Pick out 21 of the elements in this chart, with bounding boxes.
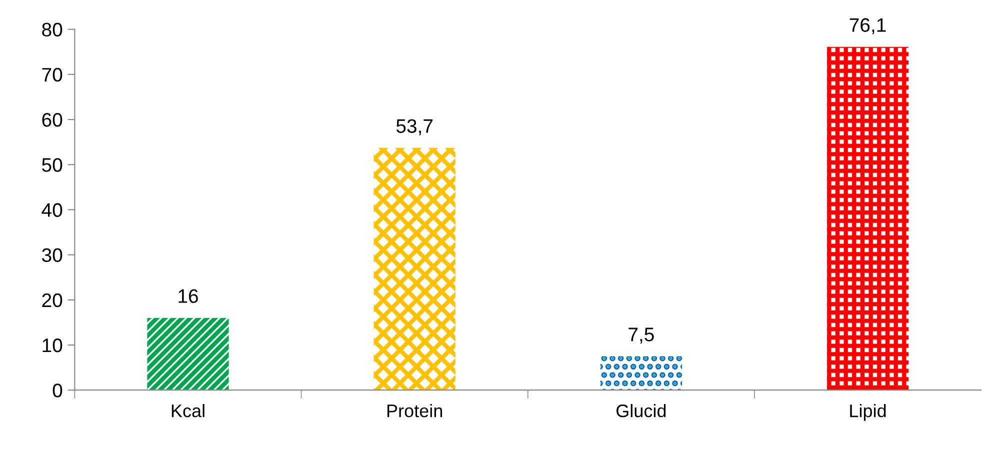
- data-label: 7,5: [628, 328, 654, 344]
- y-tick-label: 40: [42, 203, 62, 217]
- data-label: 16: [178, 289, 198, 303]
- bar: [374, 148, 456, 390]
- x-tick-label: Lipid: [850, 404, 886, 421]
- y-tick-label: 20: [42, 293, 62, 308]
- bar: [826, 46, 909, 390]
- y-tick-label: 10: [42, 338, 62, 352]
- data-label: 76,1: [850, 18, 886, 34]
- y-tick-label: 30: [42, 248, 62, 262]
- bar: [147, 318, 229, 390]
- y-tick-label: 50: [42, 158, 62, 172]
- x-tick-label: Kcal: [172, 404, 204, 418]
- y-tick-label: 70: [42, 68, 62, 82]
- bar: [600, 356, 682, 390]
- x-tick-label: Protein: [387, 404, 442, 418]
- y-tick-label: 0: [52, 384, 62, 398]
- data-label: 53,7: [396, 119, 433, 136]
- y-tick-label: 80: [42, 22, 62, 37]
- x-tick-label: Glucid: [616, 404, 666, 418]
- y-tick-label: 60: [42, 112, 62, 127]
